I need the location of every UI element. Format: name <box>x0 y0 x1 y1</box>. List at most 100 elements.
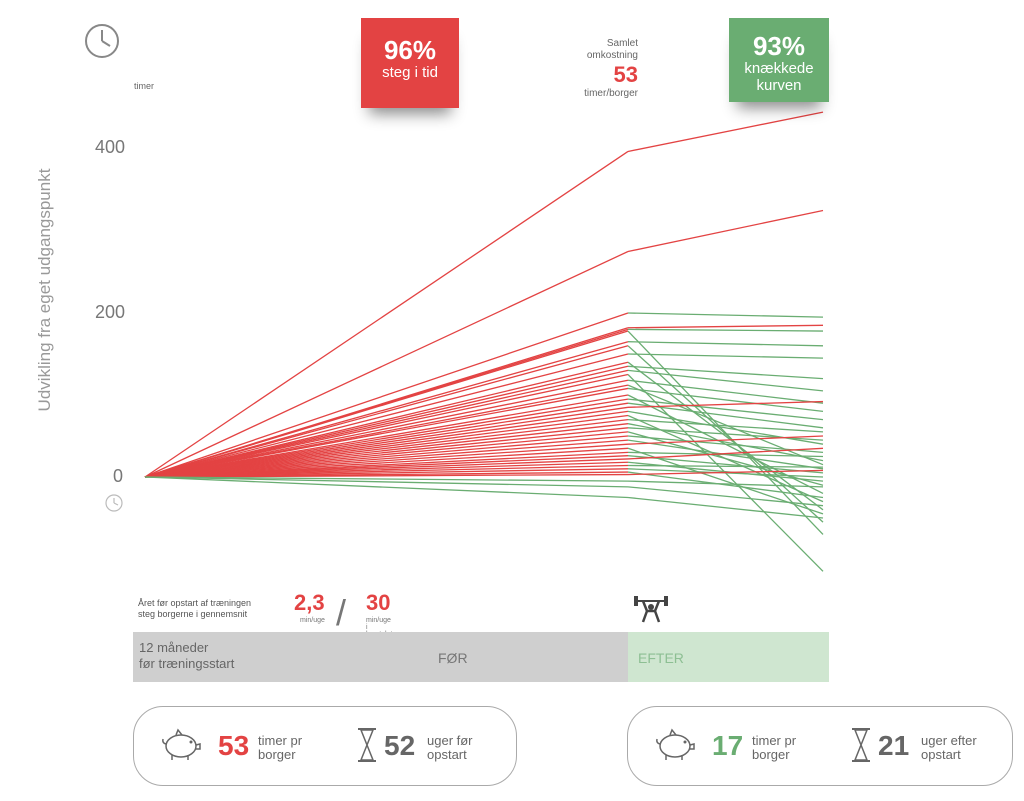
before-note-line2: steg borgerne i gennemsnit <box>138 609 248 619</box>
series-line-before <box>144 418 629 478</box>
series-line-after <box>627 324 824 329</box>
rate-value: 2,3 <box>294 590 325 615</box>
series-line-before <box>144 476 629 499</box>
piggy-bank-icon <box>656 728 695 760</box>
series-line-before <box>144 473 629 478</box>
after-hours-unit-2: borger <box>752 747 790 762</box>
series-line-after <box>627 365 824 380</box>
series-line-before <box>144 476 629 482</box>
series-line-after <box>627 387 824 413</box>
series-line-after <box>627 451 824 458</box>
after-weeks-unit-1: uger efter <box>921 733 977 748</box>
series-line-after <box>627 353 824 359</box>
cost-unit: timer/borger <box>584 88 638 99</box>
before-weeks-unit-1: uger før <box>427 733 473 748</box>
clock-icon <box>85 24 119 58</box>
badge-green-label-2: kurven <box>756 77 802 94</box>
band-after: EFTER <box>628 632 829 682</box>
band-after-label: EFTER <box>638 650 684 666</box>
series-line-after <box>627 471 824 499</box>
series-line-before <box>144 476 629 488</box>
small-clock-icon <box>105 494 123 512</box>
series-line-before <box>144 387 629 478</box>
after-weeks-unit: uger efter opstart <box>921 734 977 762</box>
series-line-after <box>627 431 824 486</box>
summary-before: 53 timer pr borger 52 uger før opstart <box>133 706 517 786</box>
series-line-after <box>627 447 824 460</box>
series-line-before <box>144 330 629 478</box>
hourglass-icon <box>852 728 870 762</box>
series-line-before <box>144 414 629 478</box>
series-line-before <box>144 410 629 478</box>
series-line-before <box>144 341 629 478</box>
series-line-after <box>627 469 824 476</box>
series-line-before <box>144 443 629 478</box>
series-line-before <box>144 406 629 478</box>
lines-after-group <box>627 111 824 572</box>
series-line-before <box>144 150 629 478</box>
series-line-before <box>144 394 629 478</box>
badge-red-label: steg i tid <box>382 64 438 81</box>
y-axis-label: Udvikling fra eget udgangspunkt <box>35 168 54 412</box>
series-line-before <box>144 398 629 478</box>
badge-broke-curve: 93% knækkede kurven <box>729 18 829 102</box>
rate-unit: min/uge <box>300 617 325 624</box>
series-line-before <box>144 361 629 478</box>
lines-before-group <box>144 150 629 499</box>
series-line-after <box>627 341 824 347</box>
series-line-before <box>144 427 629 478</box>
before-hours-unit-2: borger <box>258 747 296 762</box>
after-hours-unit: timer pr borger <box>752 734 796 762</box>
series-line-before <box>144 365 629 478</box>
before-note: Året før opstart af træningen steg borge… <box>138 590 392 638</box>
after-hours-unit-1: timer pr <box>752 733 797 748</box>
series-line-after <box>627 384 824 466</box>
before-weeks-unit: uger før opstart <box>427 734 473 762</box>
y-tick-label: 0 <box>112 466 123 486</box>
series-line-after <box>627 418 824 433</box>
series-line-after <box>627 400 824 408</box>
series-line-before <box>144 435 629 478</box>
after-weeks-value: 21 <box>878 730 910 761</box>
cost-value: 53 <box>613 62 638 87</box>
series-line-before <box>144 439 629 478</box>
series-line-before <box>144 345 629 478</box>
after-hours-value: 17 <box>712 730 744 761</box>
badge-red-percent: 96% <box>383 35 437 65</box>
series-line-after <box>627 455 824 474</box>
series-line-after <box>627 464 824 468</box>
series-line-after <box>627 480 824 488</box>
series-line-before <box>144 353 629 478</box>
weightlifter-icon <box>634 596 668 623</box>
cost-line2: omkostning <box>586 50 638 61</box>
before-hours-unit-1: timer pr <box>258 733 303 748</box>
series-line-after <box>627 361 824 511</box>
series-line-after <box>627 209 824 253</box>
series-line-after <box>627 312 824 318</box>
series-line-before <box>144 250 629 478</box>
cost-line1: Samlet <box>606 38 638 49</box>
y-tick-label: 400 <box>95 137 126 157</box>
series-line-after <box>627 486 824 507</box>
series-line-after <box>627 328 824 332</box>
recovery-value: 30 <box>366 590 391 615</box>
series-line-before <box>144 373 629 478</box>
slash-divider: / <box>336 592 347 633</box>
before-note-line1: Året før opstart af træningen <box>138 598 252 608</box>
before-weeks-value: 52 <box>384 730 416 761</box>
series-line-before <box>144 369 629 478</box>
badge-green-label-1: knækkede <box>744 60 814 77</box>
before-note-text: Året før opstart af træningen steg borge… <box>138 598 293 620</box>
band-before: 12 måneder før træningsstart FØR <box>133 632 628 682</box>
band-sub-line2: før træningsstart <box>139 656 235 671</box>
series-line-before <box>144 431 629 478</box>
series-line-after <box>627 369 824 392</box>
series-line-after <box>627 410 824 445</box>
series-line-after <box>627 402 824 429</box>
series-line-after <box>627 398 824 421</box>
before-weeks-unit-2: opstart <box>427 747 467 762</box>
series-line-after <box>627 379 824 404</box>
band-sub-line1: 12 måneder <box>139 640 209 655</box>
after-weeks-unit-2: opstart <box>921 747 961 762</box>
series-line-before <box>144 423 629 478</box>
